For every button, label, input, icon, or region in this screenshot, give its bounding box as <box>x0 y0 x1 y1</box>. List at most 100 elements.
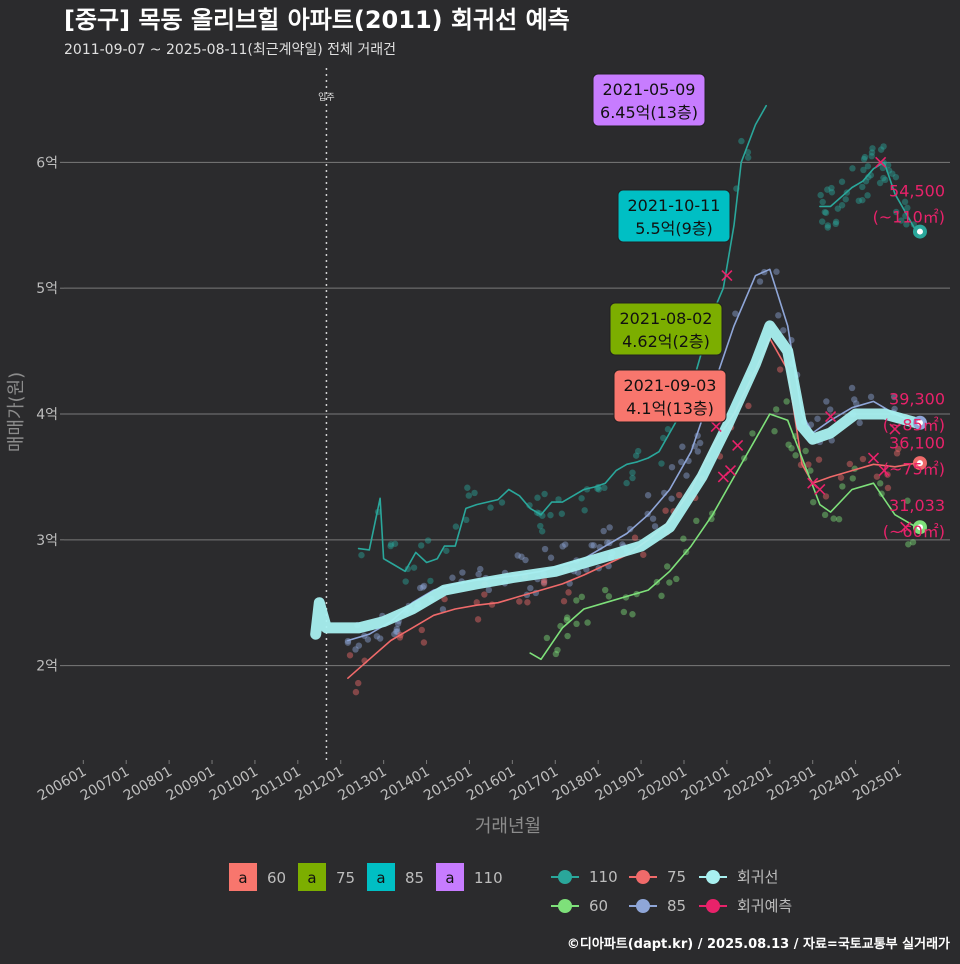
callout-background <box>609 302 723 356</box>
scatter-point <box>474 616 482 623</box>
scatter-point <box>439 606 447 613</box>
x-tick-label: 201701 <box>507 764 561 805</box>
scatter-point <box>815 456 823 463</box>
legend-line-label: 85 <box>667 897 686 915</box>
scatter-point <box>481 591 488 598</box>
scatter-point <box>524 599 531 606</box>
callout-price: 4.1억(13층) <box>626 399 714 418</box>
scatter-point <box>662 507 669 514</box>
forecast-mark <box>721 270 733 282</box>
scatter-point <box>459 569 466 576</box>
x-tick-label: 202201 <box>722 764 776 805</box>
scatter-point <box>393 625 401 633</box>
legend-line-label: 110 <box>589 868 618 886</box>
callouts: 2021-05-096.45억(13층)2021-10-115.5억(9층)20… <box>592 73 731 423</box>
scatter-point <box>668 463 676 471</box>
scatter-point <box>877 480 884 487</box>
scatter-point <box>464 484 471 491</box>
end-point-core <box>916 228 923 235</box>
scatter-point <box>775 312 782 319</box>
scatter-point <box>837 474 845 481</box>
forecast-mark-stroke <box>814 483 826 496</box>
x-tick-label: 201001 <box>207 764 261 805</box>
scatter-point <box>904 497 911 504</box>
scatter-point <box>629 611 636 618</box>
scatter-point <box>477 565 484 573</box>
scatter-point <box>424 537 432 544</box>
scatter-point <box>443 547 450 554</box>
scatter-point <box>832 220 839 228</box>
scatter-point <box>668 495 675 502</box>
scatter-point <box>574 569 582 576</box>
callout-background <box>592 73 706 127</box>
scatter-point <box>810 498 817 506</box>
scatter-point <box>851 396 858 403</box>
scatter-point <box>693 517 700 525</box>
scatter-point <box>355 642 363 649</box>
scatter-point <box>756 278 764 285</box>
forecast-mark <box>900 521 912 533</box>
scatter-point <box>664 426 672 433</box>
forecast-mark <box>732 439 744 452</box>
scatter-point <box>358 551 365 559</box>
scatter-point <box>880 174 887 182</box>
x-tick-label: 202101 <box>679 764 733 805</box>
scatter-point <box>868 152 875 160</box>
legend-line-label: 75 <box>667 868 686 886</box>
scatter-point <box>564 614 571 621</box>
series-line-110b <box>819 161 918 233</box>
scatter-point <box>373 633 381 640</box>
scatter-point <box>819 218 826 225</box>
scatter-point <box>904 204 911 212</box>
y-tick-label: 2억 <box>36 659 58 675</box>
y-tick-label: 6억 <box>36 155 58 171</box>
move-in-line: 입주 <box>318 68 335 760</box>
forecast-mark-stroke <box>867 452 880 464</box>
scatter-point <box>903 221 910 228</box>
legend-line-label: 회귀선 <box>737 868 778 886</box>
scatter-point <box>891 405 898 413</box>
scatter-point <box>449 574 456 581</box>
callout-date: 2021-05-09 <box>603 80 696 99</box>
forecast-mark-stroke <box>721 270 733 282</box>
scatter-point <box>540 580 548 587</box>
scatter-point <box>394 628 401 635</box>
scatter-point <box>823 398 830 405</box>
scatter-point <box>562 541 569 548</box>
forecast-mark-stroke <box>825 410 837 423</box>
scatter-point <box>600 527 607 535</box>
scatter-point <box>680 535 687 542</box>
scatter-point <box>658 460 665 467</box>
legend-line-dot <box>636 870 650 884</box>
forecast-mark-stroke <box>875 156 887 168</box>
callout-box: 2021-08-02 4.62억(2층) <box>609 302 723 356</box>
scatter-point <box>901 198 909 206</box>
y-tick-label: 4억 <box>36 407 58 423</box>
end-label-area: (~110㎡) <box>873 208 945 227</box>
scatter-point <box>834 205 842 212</box>
legend-area-glyph: a <box>307 869 316 887</box>
y-tick-label: 5억 <box>36 281 58 297</box>
x-tick-label: 200601 <box>35 764 89 805</box>
legend-area-label: 75 <box>336 869 355 887</box>
forecast-mark <box>814 483 826 496</box>
scatter-point <box>673 575 680 583</box>
scatter-point <box>651 523 659 530</box>
legend-line-item: 110 <box>551 868 618 886</box>
scatter-point <box>890 393 898 401</box>
scatter-point <box>884 484 892 492</box>
scatter-point <box>402 578 409 585</box>
scatter-point <box>427 577 434 585</box>
scatter-point <box>805 461 812 468</box>
legend-area-swatch <box>436 863 464 891</box>
y-axis-label: 매매가(원) <box>6 372 27 452</box>
scatter-point <box>498 499 506 506</box>
scatter-point <box>877 146 885 153</box>
callout-price: 5.5억(9층) <box>635 219 713 238</box>
x-tick-label: 201101 <box>250 764 304 805</box>
scatter-point <box>485 586 493 594</box>
scatter-point <box>859 455 867 463</box>
scatter-point <box>876 179 884 187</box>
